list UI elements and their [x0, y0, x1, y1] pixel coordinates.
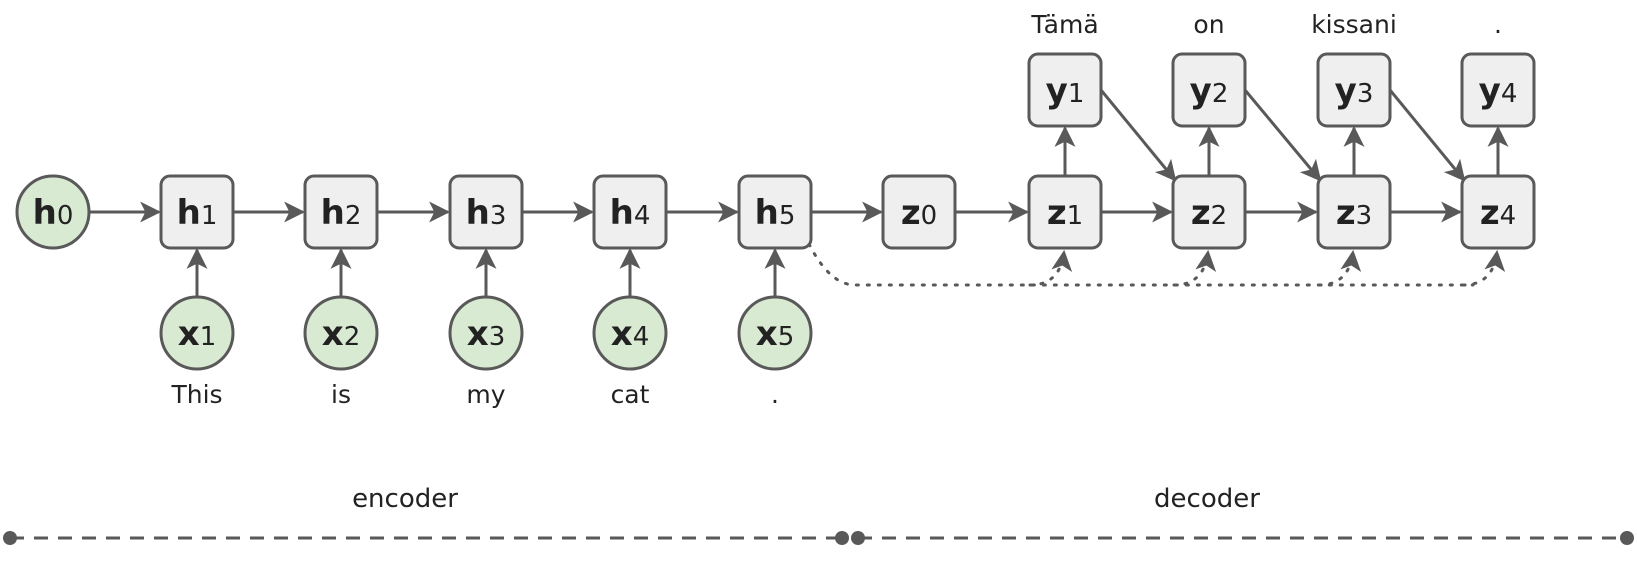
- svg-text:z1: z1: [1047, 193, 1083, 233]
- svg-text:x1: x1: [178, 314, 216, 354]
- input-word-1: This: [170, 380, 222, 409]
- decoder-section-label: decoder: [1154, 484, 1260, 514]
- encoder-state-h5: h5: [737, 174, 813, 250]
- section-footer: encoder decoder: [3, 484, 1634, 545]
- context-edge-z3: [1317, 249, 1362, 287]
- input-word-4: cat: [611, 380, 650, 409]
- decoder-output-y3: y3: [1316, 52, 1392, 128]
- edge-y3-z4: [1388, 89, 1466, 182]
- output-word-1: Tämä: [1030, 10, 1098, 39]
- encoder-input-x4: x4: [592, 295, 668, 371]
- decoder-state-z1: z1: [1027, 174, 1103, 250]
- context-edge-z4: [1461, 249, 1506, 287]
- context-edge-z2: [1172, 249, 1217, 287]
- encoder-input-x5: x5: [737, 295, 813, 371]
- svg-text:x3: x3: [467, 314, 505, 354]
- context-edge-z1: [1028, 249, 1073, 287]
- svg-text:h3: h3: [466, 193, 507, 233]
- output-word-3: kissani: [1311, 10, 1397, 39]
- svg-text:h0: h0: [33, 193, 74, 233]
- encoder-section-label: encoder: [352, 484, 458, 514]
- decoder-state-z3: z3: [1316, 174, 1392, 250]
- input-word-2: is: [331, 380, 351, 409]
- edges-layer: [89, 89, 1509, 297]
- svg-text:z0: z0: [901, 193, 937, 233]
- svg-text:h4: h4: [610, 193, 651, 233]
- svg-text:h1: h1: [177, 193, 218, 233]
- decoder-state-z4: z4: [1460, 174, 1536, 250]
- encoder-range-start-dot: [3, 531, 17, 545]
- decoder-range-start-dot: [851, 531, 865, 545]
- svg-text:y3: y3: [1335, 71, 1374, 111]
- encoder-initial-state-h0: h0: [15, 174, 91, 250]
- decoder-state-z2: z2: [1171, 174, 1247, 250]
- encoder-state-h4: h4: [592, 174, 668, 250]
- nodes-layer: h0 h1 h2 h3 h4 h5 x1 x2 x3 x4 x5 z0 z1 z2 z3 z4 y1 y2 y3 y4: [15, 52, 1536, 371]
- svg-text:y1: y1: [1046, 71, 1085, 111]
- decoder-range-end-dot: [1620, 531, 1634, 545]
- edge-y2-z3: [1243, 89, 1322, 182]
- encoder-state-h2: h2: [303, 174, 379, 250]
- encoder-state-h3: h3: [448, 174, 524, 250]
- output-word-2: on: [1193, 10, 1224, 39]
- decoder-output-y1: y1: [1027, 52, 1103, 128]
- encoder-range-end-dot: [835, 531, 849, 545]
- context-dotted-line: [807, 242, 1475, 287]
- decoder-initial-state-z0: z0: [881, 174, 957, 250]
- encoder-input-x1: x1: [159, 295, 235, 371]
- edge-y1-z2: [1099, 89, 1177, 182]
- encoder-input-x3: x3: [448, 295, 524, 371]
- svg-text:y2: y2: [1190, 71, 1229, 111]
- output-word-4: .: [1494, 10, 1502, 39]
- encoder-input-x2: x2: [303, 295, 379, 371]
- input-word-5: .: [771, 380, 779, 409]
- svg-text:x4: x4: [611, 314, 649, 354]
- svg-text:x5: x5: [756, 314, 794, 354]
- svg-text:z2: z2: [1191, 193, 1227, 233]
- decoder-output-y2: y2: [1171, 52, 1247, 128]
- encoder-state-h1: h1: [159, 174, 235, 250]
- svg-text:h2: h2: [321, 193, 362, 233]
- svg-text:z3: z3: [1336, 193, 1372, 233]
- svg-text:x2: x2: [322, 314, 360, 354]
- svg-text:h5: h5: [755, 193, 796, 233]
- input-word-3: my: [466, 380, 505, 409]
- decoder-output-y4: y4: [1460, 52, 1536, 128]
- svg-text:y4: y4: [1479, 71, 1518, 111]
- words-layer: This is my cat . Tämä on kissani.: [170, 10, 1502, 409]
- svg-text:z4: z4: [1480, 193, 1516, 233]
